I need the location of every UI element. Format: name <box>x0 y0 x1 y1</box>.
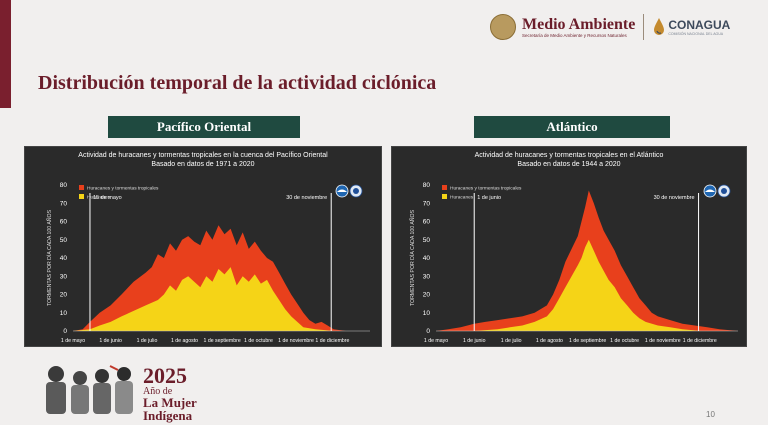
season-marker-label: 30 de noviembre <box>286 195 327 201</box>
page-title: Distribución temporal de la actividad ci… <box>38 72 437 94</box>
x-tick-label: 1 de mayo <box>424 338 448 344</box>
x-tick-label: 1 de diciembre <box>315 338 349 344</box>
y-tick-label: 60 <box>423 219 431 226</box>
agency-subtitle: COMISIÓN NACIONAL DEL AGUA <box>668 32 724 36</box>
y-tick-label: 30 <box>60 273 68 280</box>
y-axis-label: TORMENTAS POR DÍA CADA 100 AÑOS <box>46 209 53 306</box>
footer-line-1: Año de <box>143 386 173 397</box>
y-tick-label: 80 <box>60 182 68 189</box>
legend-swatch <box>442 185 447 190</box>
ministry-subtitle: Secretaría de Medio Ambiente y Recursos … <box>522 32 627 38</box>
y-axis-label: TORMENTAS POR DÍA CADA 100 AÑOS <box>409 209 416 306</box>
series-area <box>73 267 370 331</box>
y-tick-label: 20 <box>423 292 431 299</box>
noaa-wave-icon <box>705 189 715 192</box>
chart-plot: TORMENTAS POR DÍA CADA 100 AÑOS 0 10 20 30 40… <box>409 182 738 344</box>
national-seal-icon <box>490 14 516 40</box>
y-tick-label: 10 <box>60 310 68 317</box>
x-tick-label: 1 de septiembre <box>569 338 606 344</box>
noaa-wave-icon <box>337 189 347 192</box>
legend-label: Huracanes <box>450 195 474 201</box>
chart-title: Actividad de huracanes y tormentas tropi… <box>78 152 328 159</box>
chart-subtitle: Basado en datos de 1944 a 2020 <box>517 161 621 168</box>
nws-center-icon <box>721 188 727 194</box>
x-tick-label: 1 de octubre <box>244 338 273 344</box>
page-number: 10 <box>706 410 715 419</box>
water-drop-icon <box>654 18 665 35</box>
chart-title: Actividad de huracanes y tormentas tropi… <box>474 152 664 159</box>
legend-label: Huracanes y tormentas tropicales <box>87 186 159 192</box>
ministry-name: Medio Ambiente <box>522 15 636 33</box>
legend-swatch <box>442 194 447 199</box>
x-tick-label: 1 de agosto <box>536 338 563 344</box>
x-tick-label: 1 de noviembre <box>645 338 681 344</box>
x-tick-label: 1 de junio <box>463 338 486 344</box>
y-tick-label: 70 <box>423 200 431 207</box>
y-tick-label: 30 <box>423 273 431 280</box>
y-tick-label: 70 <box>60 200 68 207</box>
agency-name: CONAGUA <box>668 18 731 32</box>
footer-line-2: La Mujer <box>143 395 197 410</box>
y-tick-label: 0 <box>426 328 430 335</box>
x-tick-label: 1 de agosto <box>171 338 198 344</box>
chart-subtitle: Basado en datos de 1971 a 2020 <box>151 161 255 168</box>
x-tick-label: 1 de mayo <box>61 338 85 344</box>
indigenous-women-illustration <box>46 365 133 414</box>
chart-atlantic: Actividad de huracanes y tormentas tropi… <box>391 146 747 347</box>
footer-year: 2025 <box>143 363 187 388</box>
nws-center-icon <box>353 188 359 194</box>
y-tick-label: 20 <box>60 292 68 299</box>
legend-label: Huracanes <box>87 195 111 201</box>
legend-swatch <box>79 185 84 190</box>
x-tick-label: 1 de octubre <box>610 338 639 344</box>
region-label-pacific: Pacífico Oriental <box>108 116 300 138</box>
y-tick-label: 80 <box>423 182 431 189</box>
x-tick-label: 1 de julio <box>501 338 522 344</box>
x-tick-label: 1 de julio <box>137 338 158 344</box>
legend-label: Huracanes y tormentas tropicales <box>450 186 522 192</box>
y-tick-label: 10 <box>423 310 431 317</box>
x-tick-label: 1 de septiembre <box>204 338 241 344</box>
y-tick-label: 50 <box>60 237 68 244</box>
series-area <box>436 239 738 331</box>
season-marker-label: 30 de noviembre <box>654 195 695 201</box>
accent-bar <box>0 0 11 108</box>
footer-line-3: Indígena <box>143 408 193 423</box>
y-tick-label: 40 <box>423 255 431 262</box>
region-label-atlantic: Atlántico <box>474 116 670 138</box>
y-tick-label: 40 <box>60 255 68 262</box>
header-logos: Medio Ambiente Secretaría de Medio Ambie… <box>490 14 730 40</box>
chart-pacific: Actividad de huracanes y tormentas tropi… <box>24 146 382 347</box>
chart-plot: TORMENTAS POR DÍA CADA 100 AÑOS 0 10 20 30 40… <box>46 182 370 344</box>
season-marker-label: 15 de mayo <box>93 195 122 201</box>
legend-swatch <box>79 194 84 199</box>
x-tick-label: 1 de junio <box>99 338 122 344</box>
x-tick-label: 1 de diciembre <box>683 338 717 344</box>
y-tick-label: 0 <box>63 328 67 335</box>
season-marker-label: 1 de junio <box>477 195 501 201</box>
y-tick-label: 50 <box>423 237 431 244</box>
y-tick-label: 60 <box>60 219 68 226</box>
x-tick-label: 1 de noviembre <box>278 338 314 344</box>
logo-separator <box>643 14 645 40</box>
